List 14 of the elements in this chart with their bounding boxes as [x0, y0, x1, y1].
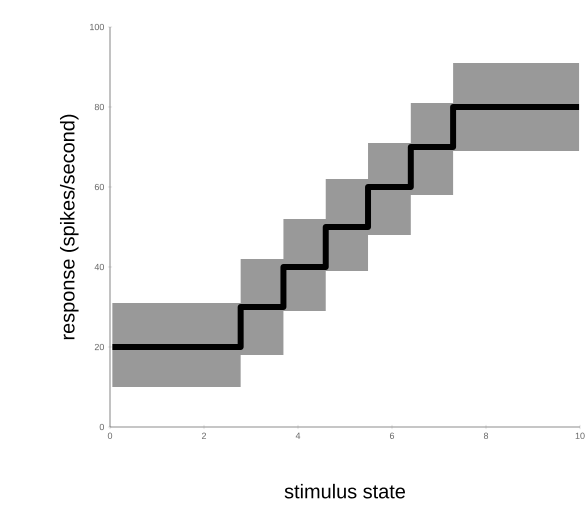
x-axis-title: stimulus state	[284, 484, 405, 498]
y-tick-label: 0	[100, 424, 104, 430]
x-tick-label: 8	[484, 432, 488, 439]
x-tick-label: 0	[108, 432, 112, 439]
x-tick-label: 10	[576, 432, 585, 439]
y-tick-label: 40	[94, 264, 104, 270]
y-tick-label: 80	[94, 104, 104, 110]
x-tick-label: 4	[296, 432, 300, 439]
y-tick-label: 60	[94, 184, 104, 190]
x-tick-label: 2	[202, 432, 206, 439]
y-tick-label: 100	[90, 24, 104, 30]
y-axis-title: response (spikes/second)	[60, 114, 79, 340]
x-tick-label: 6	[390, 432, 394, 439]
y-tick-label: 20	[94, 344, 104, 350]
